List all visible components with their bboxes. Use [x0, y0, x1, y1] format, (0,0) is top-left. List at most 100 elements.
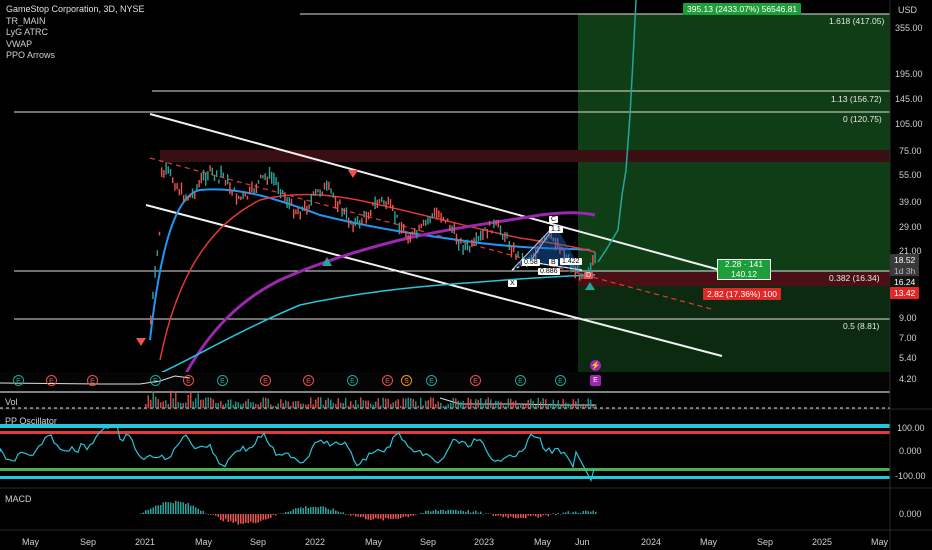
- macd-panel-label[interactable]: MACD: [5, 494, 32, 504]
- earnings-marker[interactable]: E: [183, 375, 194, 386]
- candle: [224, 180, 227, 186]
- candle: [255, 183, 257, 193]
- channel-upper[interactable]: [149, 113, 721, 271]
- macd-bar: [547, 514, 549, 517]
- macd-bar: [355, 514, 357, 517]
- buy-arrow: [322, 257, 332, 266]
- volume-bar: [470, 399, 472, 408]
- chart-title[interactable]: GameStop Corporation, 3D, NYSE: [6, 4, 145, 14]
- volume-bar: [190, 391, 192, 408]
- earnings-marker[interactable]: E: [382, 375, 393, 386]
- macd-bar: [392, 514, 394, 520]
- lightning-icon[interactable]: ⚡: [590, 360, 601, 371]
- volume-bar: [455, 398, 457, 408]
- pattern-point-b: B: [549, 259, 558, 266]
- earnings-marker[interactable]: E: [87, 375, 98, 386]
- macd-bar: [210, 514, 212, 515]
- macd-bar: [445, 511, 447, 514]
- oscillator-line: [0, 424, 595, 483]
- macd-bar: [182, 502, 184, 514]
- candle: [488, 220, 491, 226]
- macd-bar: [305, 506, 307, 514]
- volume-bar: [487, 397, 489, 408]
- earnings-marker[interactable]: E: [470, 375, 481, 386]
- candle: [510, 245, 513, 258]
- candle: [425, 219, 427, 226]
- volume-bar: [350, 401, 352, 408]
- candle: [482, 228, 484, 240]
- macd-bar: [470, 512, 472, 514]
- macd-bar: [165, 501, 167, 514]
- earnings-marker[interactable]: E: [515, 375, 526, 386]
- volume-bar: [360, 397, 362, 408]
- earnings-marker[interactable]: E: [217, 375, 228, 386]
- candle: [513, 242, 515, 253]
- candle: [194, 192, 196, 199]
- macd-bar: [332, 508, 334, 514]
- earnings-marker[interactable]: E: [260, 375, 271, 386]
- candle: [363, 210, 365, 218]
- macd-bar: [425, 510, 427, 514]
- candle: [572, 260, 574, 272]
- indicator-2[interactable]: LyG ATRC: [6, 27, 49, 38]
- volume-bar: [335, 404, 337, 408]
- indicator-4[interactable]: PPO Arrows: [6, 50, 56, 61]
- macd-bar: [562, 512, 564, 514]
- time-tick: May: [22, 537, 40, 547]
- volume-bar: [357, 404, 359, 408]
- candle: [304, 200, 306, 211]
- candle: [317, 189, 319, 193]
- osc-lower-green: [0, 468, 890, 471]
- breakout-candles: [597, 0, 637, 263]
- volume-bar: [430, 397, 432, 408]
- volume-bar: [322, 404, 324, 408]
- volume-bar: [302, 403, 304, 408]
- target-label[interactable]: 395.13 (2433.07%) 56546.81: [683, 3, 802, 15]
- volume-bar: [550, 403, 552, 408]
- macd-bar: [572, 511, 574, 514]
- volume-bar: [337, 398, 339, 408]
- macd-bar: [225, 514, 227, 520]
- currency-label[interactable]: USD: [898, 5, 918, 15]
- risk-reward-label[interactable]: 2.28 · 141 140.12: [717, 259, 771, 280]
- macd-bar: [267, 514, 269, 519]
- volume-bar: [352, 404, 354, 408]
- stop-label[interactable]: 2.82 (17.36%) 100: [703, 288, 781, 300]
- time-tick: 2024: [641, 537, 662, 547]
- volume-bar: [150, 399, 152, 408]
- earnings-marker[interactable]: E: [426, 375, 437, 386]
- macd-bar: [520, 514, 522, 518]
- earnings-marker[interactable]: E: [13, 375, 24, 386]
- macd-bar: [327, 509, 329, 514]
- earnings-marker[interactable]: E: [555, 375, 566, 386]
- earnings-marker[interactable]: E: [347, 375, 358, 386]
- volume-bar: [392, 402, 394, 408]
- candle: [477, 235, 480, 242]
- split-marker[interactable]: S: [401, 375, 412, 386]
- earnings-marker[interactable]: E: [46, 375, 57, 386]
- volume-bar: [215, 402, 217, 408]
- earnings-marker[interactable]: E: [150, 375, 161, 386]
- macd-bar: [202, 510, 204, 514]
- earnings-marker[interactable]: E: [303, 375, 314, 386]
- volume-bar: [495, 400, 497, 408]
- volume-bar: [467, 397, 469, 408]
- candle: [554, 237, 557, 251]
- macd-bar: [455, 509, 457, 514]
- macd-bar: [185, 503, 187, 514]
- macd-bar: [162, 502, 164, 514]
- candle: [348, 217, 350, 228]
- volume-bar: [180, 402, 182, 408]
- volume-panel-label[interactable]: Vol: [5, 397, 18, 407]
- upcoming-earnings-marker[interactable]: E: [590, 375, 601, 386]
- candle: [167, 166, 169, 174]
- price-tick: 29.00: [899, 222, 922, 232]
- channel-lower[interactable]: [145, 204, 723, 357]
- indicator-3[interactable]: VWAP: [6, 38, 33, 49]
- candle: [240, 196, 242, 201]
- volume-bar: [537, 397, 539, 408]
- oscillator-panel-label[interactable]: PP Oscillator: [5, 416, 57, 426]
- volume-bar: [252, 402, 254, 408]
- indicator-1[interactable]: TR_MAIN: [6, 15, 46, 26]
